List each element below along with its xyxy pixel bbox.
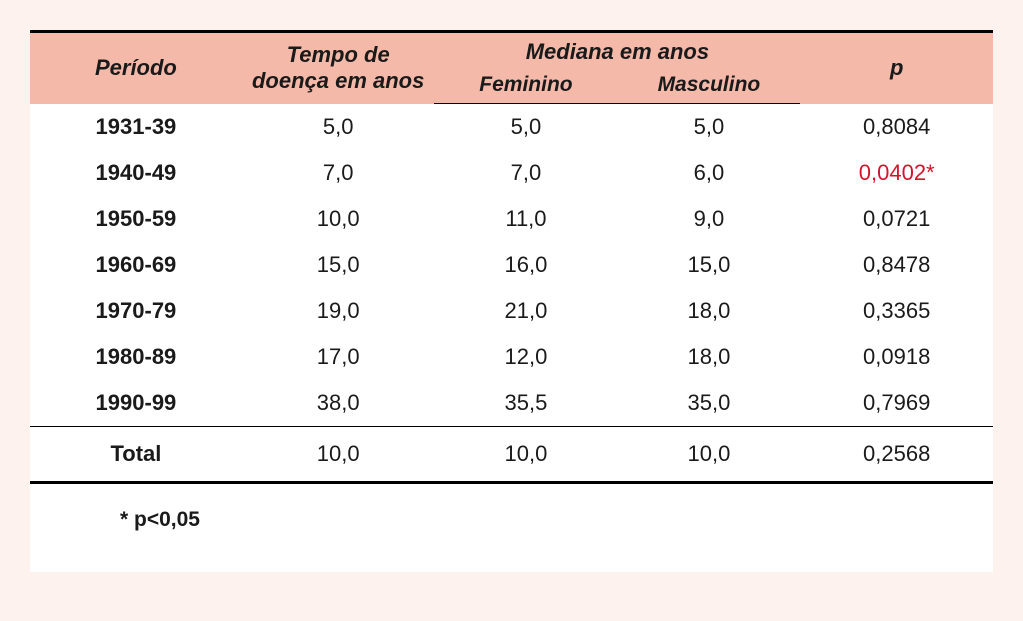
cell-period: 1970-79 [30, 288, 242, 334]
cell-disease-time: 19,0 [242, 288, 435, 334]
stats-table: Período Tempo de doença em anos Mediana … [30, 30, 993, 484]
cell-female: 35,5 [434, 380, 617, 427]
cell-period: 1940-49 [30, 150, 242, 196]
cell-male: 6,0 [617, 150, 800, 196]
cell-p: 0,0402* [800, 150, 993, 196]
cell-disease-time: 7,0 [242, 150, 435, 196]
cell-period: Total [30, 427, 242, 483]
cell-male: 5,0 [617, 104, 800, 151]
col-median-female: Feminino [434, 71, 617, 104]
cell-female: 21,0 [434, 288, 617, 334]
cell-male: 9,0 [617, 196, 800, 242]
table-row: 1950-5910,011,09,00,0721 [30, 196, 993, 242]
cell-p: 0,7969 [800, 380, 993, 427]
cell-p: 0,0918 [800, 334, 993, 380]
cell-period: 1931-39 [30, 104, 242, 151]
cell-female: 10,0 [434, 427, 617, 483]
cell-disease-time: 10,0 [242, 427, 435, 483]
footnote: * p<0,05 [30, 484, 993, 532]
col-period: Período [30, 32, 242, 104]
cell-period: 1990-99 [30, 380, 242, 427]
cell-p: 0,8478 [800, 242, 993, 288]
table-row: 1931-395,05,05,00,8084 [30, 104, 993, 151]
table-total-row: Total10,010,010,00,2568 [30, 427, 993, 483]
cell-male: 15,0 [617, 242, 800, 288]
col-p: p [800, 32, 993, 104]
cell-period: 1950-59 [30, 196, 242, 242]
cell-male: 10,0 [617, 427, 800, 483]
table-container: Período Tempo de doença em anos Mediana … [0, 0, 1023, 572]
cell-female: 5,0 [434, 104, 617, 151]
col-median-male: Masculino [617, 71, 800, 104]
cell-disease-time: 15,0 [242, 242, 435, 288]
cell-female: 16,0 [434, 242, 617, 288]
table-row: 1970-7919,021,018,00,3365 [30, 288, 993, 334]
table-header: Período Tempo de doença em anos Mediana … [30, 32, 993, 104]
table-row: 1980-8917,012,018,00,0918 [30, 334, 993, 380]
cell-male: 18,0 [617, 288, 800, 334]
cell-period: 1960-69 [30, 242, 242, 288]
table-row: 1940-497,07,06,00,0402* [30, 150, 993, 196]
cell-female: 12,0 [434, 334, 617, 380]
cell-p: 0,0721 [800, 196, 993, 242]
cell-p: 0,2568 [800, 427, 993, 483]
cell-period: 1980-89 [30, 334, 242, 380]
cell-male: 18,0 [617, 334, 800, 380]
table-row: 1990-9938,035,535,00,7969 [30, 380, 993, 427]
table-body: 1931-395,05,05,00,80841940-497,07,06,00,… [30, 104, 993, 483]
col-median-span: Mediana em anos [434, 32, 800, 72]
cell-p: 0,8084 [800, 104, 993, 151]
cell-male: 35,0 [617, 380, 800, 427]
table-row: 1960-6915,016,015,00,8478 [30, 242, 993, 288]
cell-female: 11,0 [434, 196, 617, 242]
cell-disease-time: 38,0 [242, 380, 435, 427]
cell-disease-time: 10,0 [242, 196, 435, 242]
cell-female: 7,0 [434, 150, 617, 196]
cell-disease-time: 17,0 [242, 334, 435, 380]
cell-disease-time: 5,0 [242, 104, 435, 151]
cell-p: 0,3365 [800, 288, 993, 334]
col-disease-time: Tempo de doença em anos [242, 32, 435, 104]
